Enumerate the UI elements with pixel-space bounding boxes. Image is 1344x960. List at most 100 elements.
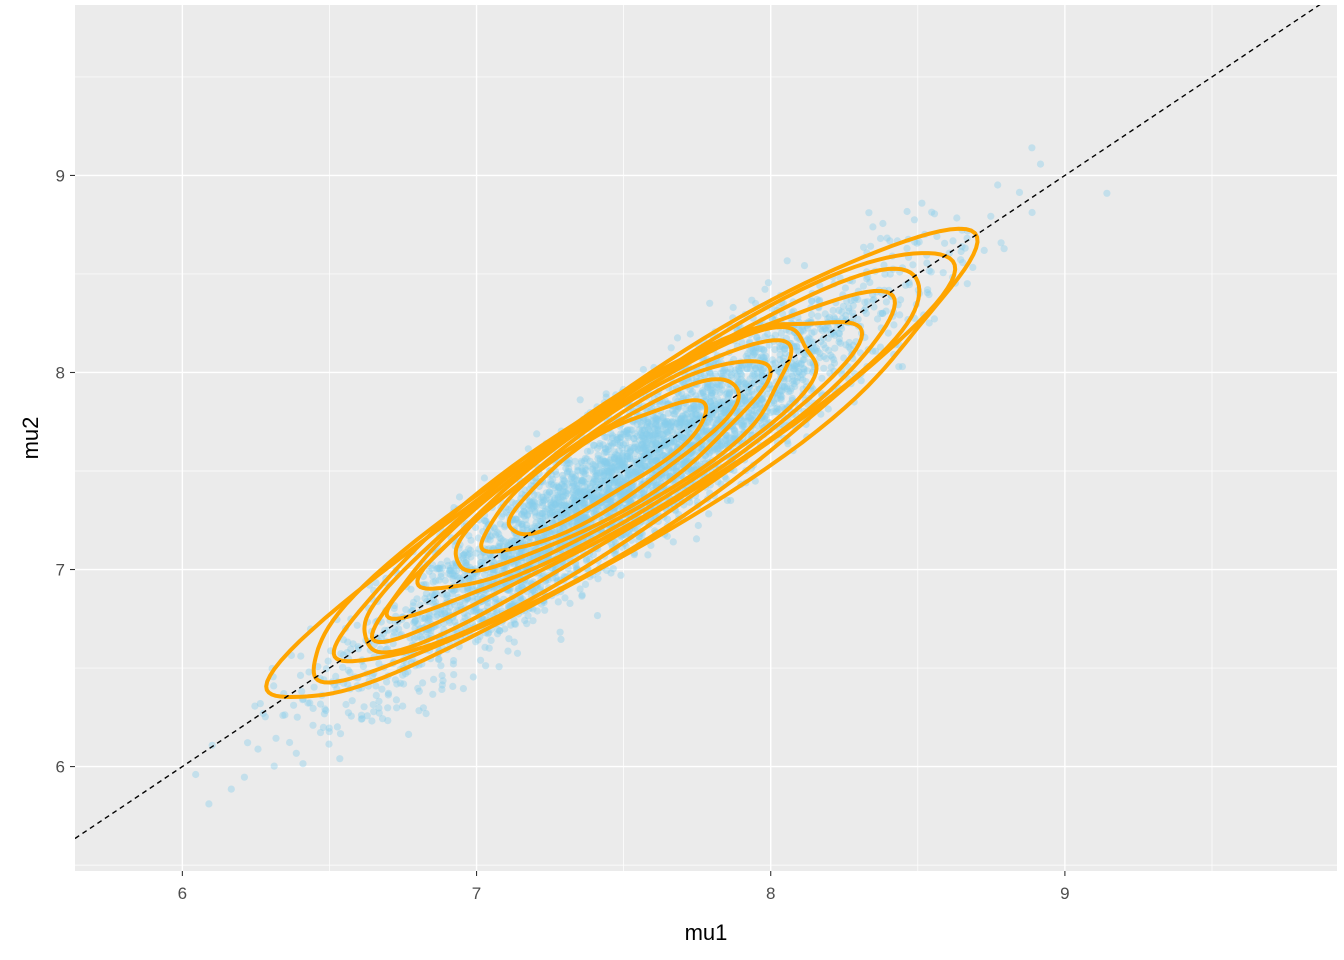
scatter-point	[384, 691, 392, 699]
scatter-point	[756, 363, 764, 371]
scatter-point	[705, 510, 713, 518]
scatter-point	[525, 507, 534, 515]
scatter-point	[866, 278, 874, 286]
scatter-point	[655, 435, 663, 443]
scatter-point	[569, 489, 577, 497]
scatter-point	[657, 436, 665, 445]
scatter-point	[720, 397, 728, 405]
scatter-point	[515, 549, 523, 557]
scatter-point	[748, 387, 756, 395]
scatter-point	[383, 678, 391, 686]
scatter-point	[822, 355, 830, 363]
scatter-point	[646, 427, 655, 435]
scatter-point	[647, 453, 655, 461]
scatter-point	[496, 520, 504, 528]
scatter-point	[793, 362, 801, 370]
scatter-point	[651, 440, 660, 448]
scatter-point	[357, 715, 365, 723]
scatter-point	[409, 598, 418, 607]
scatter-point	[480, 590, 488, 598]
scatter-point	[403, 621, 411, 630]
scatter-point	[710, 446, 719, 454]
scatter-point	[790, 365, 798, 373]
scatter-point	[814, 312, 822, 320]
scatter-point	[547, 511, 555, 519]
scatter-point	[728, 371, 736, 379]
scatter-point	[446, 566, 454, 575]
scatter-point	[554, 505, 562, 513]
scatter-point	[589, 441, 598, 449]
scatter-point	[740, 417, 748, 425]
scatter-point	[820, 364, 828, 372]
scatter-point	[619, 449, 627, 457]
scatter-point	[754, 353, 762, 361]
scatter-point	[594, 455, 602, 463]
scatter-point	[604, 468, 613, 476]
scatter-point	[805, 334, 813, 342]
scatter-point	[505, 539, 513, 547]
scatter-point	[863, 275, 871, 283]
scatter-point	[436, 564, 444, 572]
scatter-point	[652, 444, 660, 452]
scatter-point	[205, 800, 213, 808]
scatter-point	[460, 557, 468, 566]
scatter-point	[562, 488, 570, 497]
scatter-point	[460, 550, 468, 558]
scatter-point	[831, 344, 839, 352]
scatter-point	[570, 486, 578, 494]
scatter-point	[637, 447, 645, 455]
scatter-point	[725, 434, 734, 442]
scatter-point	[626, 426, 634, 434]
scatter-point	[653, 440, 661, 448]
scatter-point	[297, 652, 305, 660]
scatter-point	[741, 396, 749, 404]
scatter-point	[780, 345, 789, 353]
scatter-point	[654, 453, 662, 461]
scatter-point	[738, 400, 746, 408]
scatter-point	[310, 683, 318, 691]
scatter-point	[448, 590, 456, 598]
scatter-point	[603, 459, 611, 467]
scatter-point	[642, 431, 651, 439]
scatter-point	[824, 405, 832, 413]
scatter-point	[1028, 208, 1036, 217]
scatter-point	[631, 430, 639, 438]
scatter-point	[760, 414, 768, 422]
scatter-point	[344, 709, 352, 717]
scatter-point	[378, 685, 386, 693]
scatter-point	[589, 478, 598, 486]
scatter-point	[528, 498, 536, 506]
scatter-point	[692, 406, 700, 414]
scatter-point	[779, 382, 787, 391]
scatter-point	[547, 501, 555, 509]
scatter-point	[551, 501, 560, 509]
scatter-point	[593, 612, 602, 620]
scatter-point	[648, 458, 656, 466]
scatter-point	[423, 597, 431, 606]
scatter-point	[623, 429, 631, 437]
scatter-point	[609, 468, 617, 476]
scatter-point	[910, 216, 919, 224]
scatter-point	[459, 685, 467, 693]
scatter-point	[640, 426, 648, 434]
scatter-point	[758, 345, 766, 353]
scatter-point	[325, 728, 333, 736]
scatter-point	[648, 435, 656, 443]
scatter-point	[784, 375, 792, 383]
scatter-point	[422, 590, 430, 598]
scatter-point	[702, 421, 710, 430]
scatter-point	[573, 480, 581, 488]
scatter-point	[526, 497, 534, 505]
scatter-point	[390, 604, 398, 613]
scatter-point	[518, 522, 526, 530]
scatter-point	[662, 440, 671, 448]
scatter-point	[325, 724, 333, 732]
scatter-point	[717, 412, 725, 420]
scatter-point	[722, 405, 730, 413]
scatter-point	[565, 508, 573, 516]
scatter-point	[422, 710, 430, 718]
scatter-point	[729, 303, 737, 312]
scatter-point	[623, 444, 631, 453]
scatter-point	[298, 687, 306, 696]
scatter-point	[547, 502, 555, 510]
